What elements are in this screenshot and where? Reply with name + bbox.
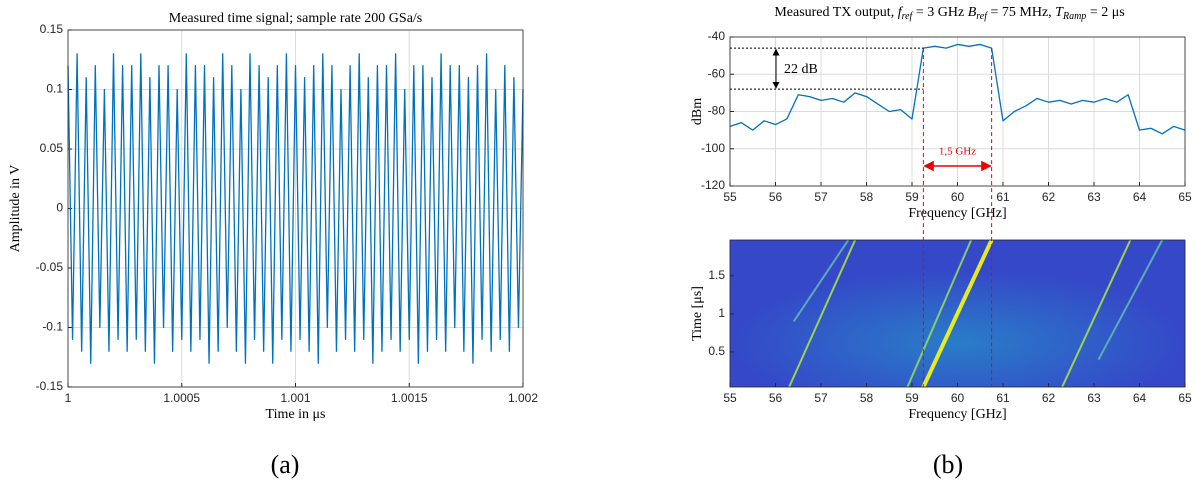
- title-part: B: [968, 5, 977, 20]
- x-tick-label: 55: [723, 190, 737, 204]
- x-axis-label: Frequency [GHz]: [908, 206, 1006, 221]
- x-tick-label: 64: [1133, 391, 1147, 405]
- chirp-trace: [792, 239, 850, 323]
- chart-title: Measured time signal; sample rate 200 GS…: [169, 11, 423, 26]
- y-tick-label: 0.15: [40, 22, 64, 36]
- panel-label: (b): [933, 450, 963, 479]
- x-tick-label: 59: [905, 190, 919, 204]
- title-part: Measured TX output,: [774, 5, 897, 20]
- x-tick-label: 62: [1042, 391, 1056, 405]
- axes-frame: [729, 36, 1186, 187]
- title-part: = 75 MHz,: [987, 5, 1055, 20]
- x-tick-label: 1.001: [280, 391, 310, 405]
- x-tick-label: 61: [996, 190, 1010, 204]
- x-tick-label: 62: [1042, 190, 1056, 204]
- data-line: [67, 53, 524, 364]
- x-tick-label: 63: [1087, 190, 1101, 204]
- panel-label: (a): [271, 450, 300, 479]
- x-tick-label: 58: [860, 190, 874, 204]
- x-tick-label: 56: [769, 190, 783, 204]
- x-tick-label: 57: [814, 391, 828, 405]
- chirp-trace: [921, 239, 994, 388]
- x-tick-label: 1.0005: [163, 391, 200, 405]
- title-part: = 3 GHz: [912, 5, 967, 20]
- x-tick-label: 65: [1178, 391, 1192, 405]
- axes-frame: [729, 239, 1186, 388]
- chart-title: Measured TX output, fref​ = 3 GHz Bref​ …: [774, 5, 1124, 22]
- x-tick-label: 56: [769, 391, 783, 405]
- title-part: = 2 μs: [1086, 5, 1124, 20]
- y-axis-label: dBm: [690, 98, 705, 125]
- data-line: [729, 43, 1186, 135]
- x-tick-label: 63: [1087, 391, 1101, 405]
- y-tick-label: 0: [56, 201, 63, 215]
- x-tick-label: 59: [905, 391, 919, 405]
- annotation: 1,5 GHz: [939, 146, 976, 158]
- x-tick-label: 61: [996, 391, 1010, 405]
- y-axis-label: Time [μs]: [690, 286, 705, 341]
- x-axis-label: Frequency [GHz]: [908, 407, 1006, 422]
- x-tick-label: 1: [65, 391, 72, 405]
- title-part: T: [1055, 5, 1064, 20]
- y-tick-label: 1: [718, 306, 725, 320]
- y-tick-label: -100: [701, 141, 725, 155]
- x-axis-label: Time in μs: [266, 407, 326, 422]
- y-tick-label: -0.1: [42, 320, 63, 334]
- title-subscript: ref: [976, 11, 988, 22]
- chirp-trace: [1061, 239, 1132, 388]
- x-tick-label: 57: [814, 190, 828, 204]
- y-tick-label: -60: [708, 66, 726, 80]
- x-tick-label: 60: [951, 391, 965, 405]
- title-subscript: Ramp: [1062, 11, 1086, 22]
- y-tick-label: -40: [708, 29, 726, 43]
- y-tick-label: 1.5: [708, 268, 725, 282]
- x-tick-label: 55: [723, 391, 737, 405]
- x-tick-label: 65: [1178, 190, 1192, 204]
- y-tick-label: -120: [701, 178, 725, 192]
- chirp-trace: [1097, 239, 1164, 361]
- y-tick-label: -0.05: [36, 260, 64, 274]
- chirp-trace: [788, 239, 857, 388]
- y-tick-label: 0.1: [46, 82, 63, 96]
- y-tick-label: 0.05: [40, 141, 64, 155]
- y-axis-label: Amplitude in V: [8, 165, 23, 253]
- x-tick-label: 1.0015: [391, 391, 428, 405]
- y-tick-label: -80: [708, 104, 726, 118]
- x-tick-label: 58: [860, 391, 874, 405]
- chirp-trace: [906, 239, 973, 388]
- title-part: f: [898, 5, 904, 20]
- x-tick-label: 1.002: [508, 391, 538, 405]
- y-tick-label: 0.5: [708, 344, 725, 358]
- x-tick-label: 60: [951, 190, 965, 204]
- annotation: 22 dB: [784, 62, 818, 77]
- axes-frame: [67, 29, 524, 388]
- y-tick-label: -0.15: [36, 379, 64, 393]
- title-subscript: ref: [902, 11, 914, 22]
- x-tick-label: 64: [1133, 190, 1147, 204]
